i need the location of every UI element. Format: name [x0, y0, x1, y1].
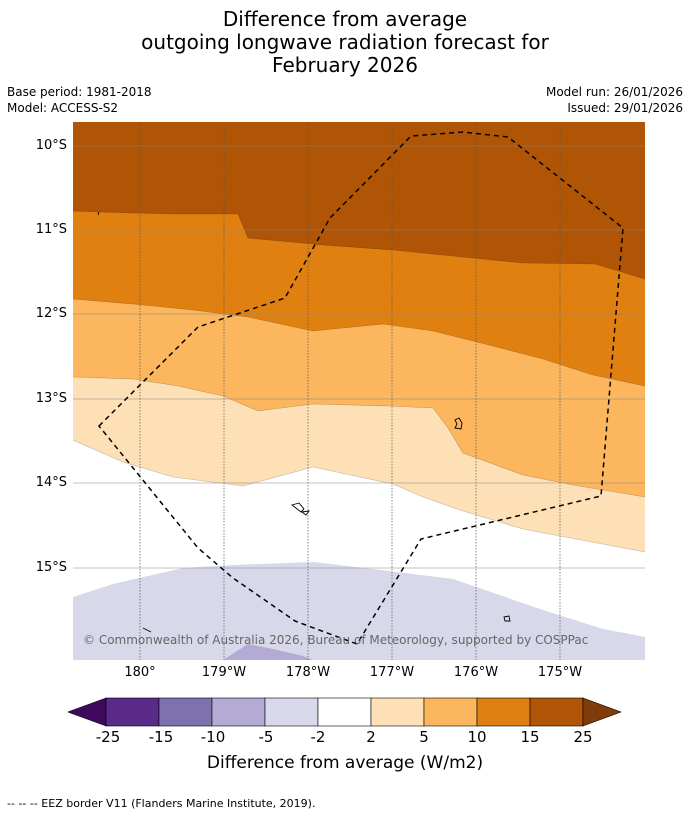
- map-svg: [73, 122, 645, 660]
- lon-label: 179°W: [201, 665, 247, 680]
- title-line-1: Difference from average: [222, 7, 468, 31]
- colorbar-tick: -15: [148, 728, 174, 746]
- issued-date: Issued: 29/01/2026: [567, 101, 683, 115]
- colorbar-tick: 25: [573, 728, 593, 746]
- lon-label: 180°: [124, 665, 156, 680]
- colorbar-extend-high: [582, 697, 622, 727]
- meta-left: Base period: 1981-2018 Model: ACCESS-S2: [7, 84, 152, 116]
- lon-label: 178°W: [285, 665, 331, 680]
- colorbar-tick: -5: [258, 728, 274, 746]
- colorbar-swatch: [423, 697, 478, 727]
- colorbar-tick: 5: [419, 728, 429, 746]
- copyright-notice: © Commonwealth of Australia 2026, Bureau…: [83, 633, 589, 647]
- model-name: Model: ACCESS-S2: [7, 101, 119, 115]
- colorbar-tick: 10: [467, 728, 487, 746]
- contour-lines: [73, 210, 645, 553]
- colorbar-swatch: [264, 697, 319, 727]
- colorbar-tick: -2: [310, 728, 326, 746]
- lat-label: 13°S: [35, 391, 67, 406]
- lon-label: 176°W: [453, 665, 499, 680]
- lon-label: 175°W: [537, 665, 583, 680]
- colorbar-extend-low: [68, 697, 107, 727]
- colorbar: [68, 697, 622, 727]
- colorbar-swatch: [211, 697, 266, 727]
- island-outlines: [97, 211, 511, 633]
- colorbar-swatch: [105, 697, 160, 727]
- eez-legend: -- -- -- EEZ border V11 (Flanders Marine…: [7, 797, 316, 810]
- anomaly-15-25-region: [73, 122, 645, 279]
- strong-negative-anomaly-region: [223, 644, 313, 660]
- base-period: Base period: 1981-2018: [7, 85, 152, 99]
- lat-label: 15°S: [35, 560, 67, 575]
- map-panel: © Commonwealth of Australia 2026, Bureau…: [73, 122, 645, 660]
- colorbar-swatch: [370, 697, 425, 727]
- model-run: Model run: 26/01/2026: [545, 85, 683, 99]
- title-line-2: outgoing longwave radiation forecast for: [141, 30, 549, 54]
- colorbar-tick: 2: [366, 728, 376, 746]
- latitude-gridlines: [73, 145, 645, 569]
- colorbar-tick: -10: [200, 728, 226, 746]
- colorbar-swatch: [529, 697, 584, 727]
- lat-label: 14°S: [35, 475, 67, 490]
- eez-border: [97, 131, 624, 645]
- meta-right: Model run: 26/01/2026 Issued: 29/01/2026: [546, 84, 683, 116]
- negative-anomaly-region: [73, 562, 645, 660]
- lon-label: 177°W: [369, 665, 415, 680]
- lat-label: 12°S: [35, 306, 67, 321]
- lat-label: 10°S: [35, 138, 67, 153]
- colorbar-swatch: [317, 697, 372, 727]
- colorbar-swatch: [476, 697, 531, 727]
- colorbar-label: Difference from average (W/m2): [206, 753, 484, 773]
- lat-label: 11°S: [35, 222, 67, 237]
- title-line-3: February 2026: [272, 53, 418, 77]
- chart-title: Difference from average outgoing longwav…: [0, 8, 690, 77]
- colorbar-tick: 15: [520, 728, 540, 746]
- colorbar-tick: -25: [95, 728, 121, 746]
- colorbar-swatch: [158, 697, 213, 727]
